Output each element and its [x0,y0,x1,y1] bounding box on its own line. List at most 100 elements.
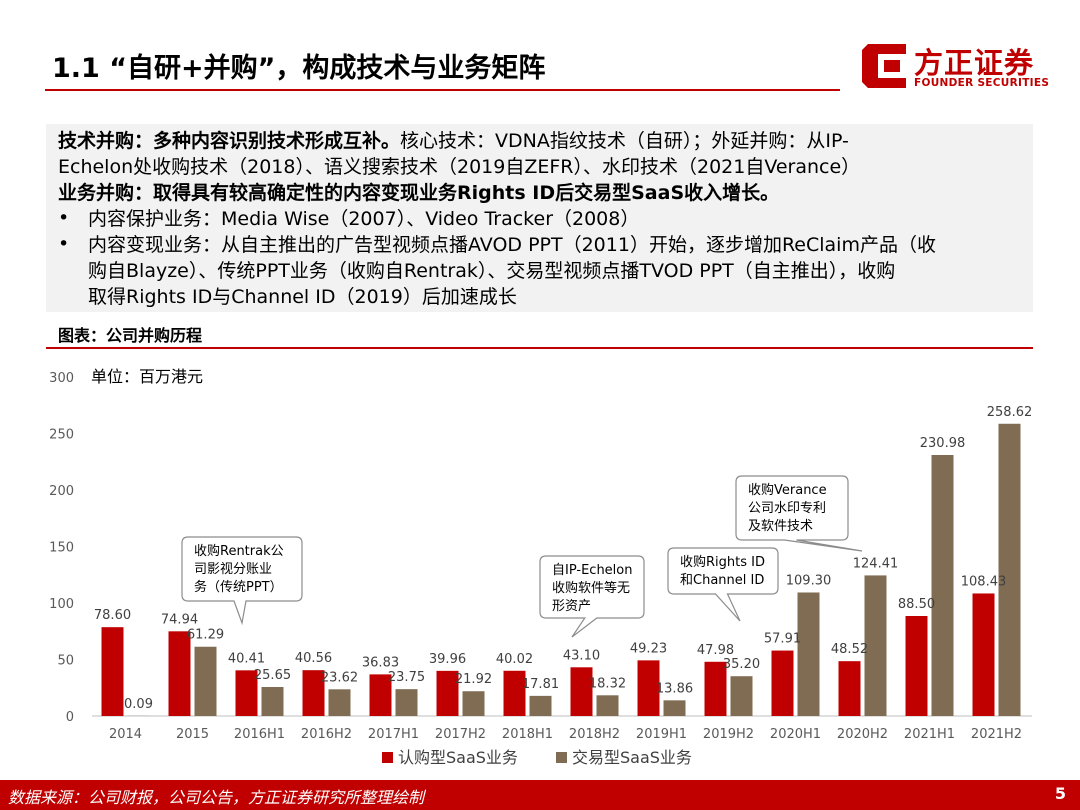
y-tick-label: 50 [57,654,74,669]
bar-subscription [503,670,526,716]
data-label: 36.83 [362,655,399,670]
annotation-line: 司影视分账业 [194,562,272,577]
annotation-line: 和Channel ID [680,573,764,588]
summary-business-heading: 业务并购：取得具有较高确定性的内容变现业务Rights ID后交易型SaaS收入… [58,182,780,204]
bar-transaction [194,646,217,716]
data-label: 57.91 [764,632,801,647]
bars [101,423,1021,716]
bullet-1-text: 内容保护业务：Media Wise（2007）、Video Tracker（20… [88,208,640,230]
data-label: 35.20 [723,657,760,672]
data-label: 23.62 [321,670,358,685]
logo-text-en: FOUNDER SECURITIES [914,77,1050,89]
annotation-line: 收购Verance [748,482,827,498]
annotation-line: 及软件技术 [748,519,813,534]
figure-label: 图表：公司并购历程 [58,326,203,345]
annotation-line: 公司水印专利 [748,501,826,516]
bar-subscription [302,670,325,716]
data-label: 21.92 [455,672,492,687]
legend: 认购型SaaS业务 交易型SaaS业务 [382,748,692,767]
bar-transaction [797,592,820,716]
bar-subscription [972,593,995,716]
bar-transaction [261,687,284,716]
bar-transaction [998,423,1021,716]
bullet-2-line-3: 取得Rights ID与Channel ID（2019）后加速成长 [88,286,517,308]
summary-line-2: Echelon处收购技术（2018）、语义搜索技术（2019自ZEFR）、水印技… [58,156,861,178]
bar-subscription [101,627,124,716]
title-divider [45,89,840,91]
data-label: 40.41 [228,651,265,666]
data-label: 13.86 [656,681,693,696]
x-tick-label: 2015 [176,727,209,742]
annotation-line: 收购Rentrak公 [194,543,284,559]
data-label: 258.62 [987,405,1033,420]
bar-subscription [905,615,928,716]
legend-swatch [556,752,567,763]
annotation-line: 自IP-Echelon [552,563,632,578]
annotation-box [539,555,645,638]
y-axis: 0 50 100 150 200 250 300 [49,371,74,725]
figure-divider [46,347,1033,349]
data-label: 0.09 [124,697,153,712]
acquisition-history-chart: 单位：百万港元 0 50 100 150 200 250 300 2014 2015 2016H… [49,367,1032,767]
bar-subscription [771,650,794,716]
footer-source: 数据来源：公司财报，公司公告，方正证券研究所整理绘制 [8,788,425,807]
data-label: 25.65 [254,668,291,683]
bar-subscription [570,667,593,716]
data-label: 17.81 [522,677,559,692]
x-axis: 2014 2015 2016H1 2016H2 2017H1 2017H2 2018H1 20… [109,727,1022,742]
data-label: 18.32 [589,676,626,691]
chart-unit-label: 单位：百万港元 [91,367,203,386]
y-tick-label: 100 [49,597,74,612]
annotation-line: 收购软件等无 [552,580,630,596]
annotation-box [667,547,779,622]
annotation-line: 形资产 [552,599,591,614]
x-tick-label: 2021H2 [971,727,1022,742]
bar-transaction [931,454,954,716]
x-tick-label: 2020H2 [837,727,888,742]
bar-subscription [704,661,727,716]
bar-subscription [235,670,258,716]
summary-line-1: 技术并购：多种内容识别技术形成互补。核心技术：VDNA指纹技术（自研）；外延并购… [58,129,849,153]
bullet-2-line-2: 购自Blayze）、传统PPT业务（收购自Rentrak）、交易型视频点播TVO… [88,260,896,282]
data-label: 74.94 [161,612,198,627]
annotation-callout: 收购Rights ID 和Channel ID [667,547,779,622]
bar-subscription [369,674,392,716]
bar-subscription [838,661,861,716]
x-tick-label: 2020H1 [770,727,821,742]
y-tick-label: 200 [49,484,74,499]
logo-text-cn: 方正证券 [914,46,1035,80]
bar-subscription [436,670,459,716]
x-tick-label: 2014 [109,727,142,742]
footer-bar: 数据来源：公司财报，公司公告，方正证券研究所整理绘制 5 [0,780,1080,810]
summary-box: 技术并购：多种内容识别技术形成互补。核心技术：VDNA指纹技术（自研）；外延并购… [46,124,1033,312]
annotation-box [735,475,863,552]
annotation-line: 务（传统PPT） [194,579,283,595]
x-tick-label: 2016H1 [234,727,285,742]
data-label: 43.10 [563,648,600,663]
x-tick-label: 2019H2 [703,727,754,742]
x-tick-label: 2021H1 [904,727,955,742]
summary-tech-heading: 技术并购：多种内容识别技术形成互补。 [58,130,401,152]
data-label: 40.56 [295,651,332,666]
summary-tech-text: 核心技术：VDNA指纹技术（自研）；外延并购：从IP- [400,130,849,152]
page-title: 1.1 “自研+并购”，构成技术与业务矩阵 [52,53,546,84]
bar-transaction [328,689,351,716]
data-label: 108.43 [961,574,1007,589]
annotation-line: 收购Rights ID [680,554,765,570]
bullet-2-line-1: 内容变现业务：从自主推出的广告型视频点播AVOD PPT（2011）开始，逐步增… [88,234,936,256]
bar-transaction [596,695,619,716]
bullet-2-marker: • [58,233,70,255]
data-label: 47.98 [697,643,734,658]
data-label: 124.41 [853,556,899,571]
data-label: 61.29 [187,628,224,643]
data-label: 78.60 [94,608,131,623]
bar-transaction [864,575,887,716]
x-tick-label: 2017H1 [368,727,419,742]
y-tick-label: 250 [49,428,74,443]
data-label: 23.75 [388,670,425,685]
bar-transaction [730,676,753,716]
bar-transaction [663,700,686,716]
